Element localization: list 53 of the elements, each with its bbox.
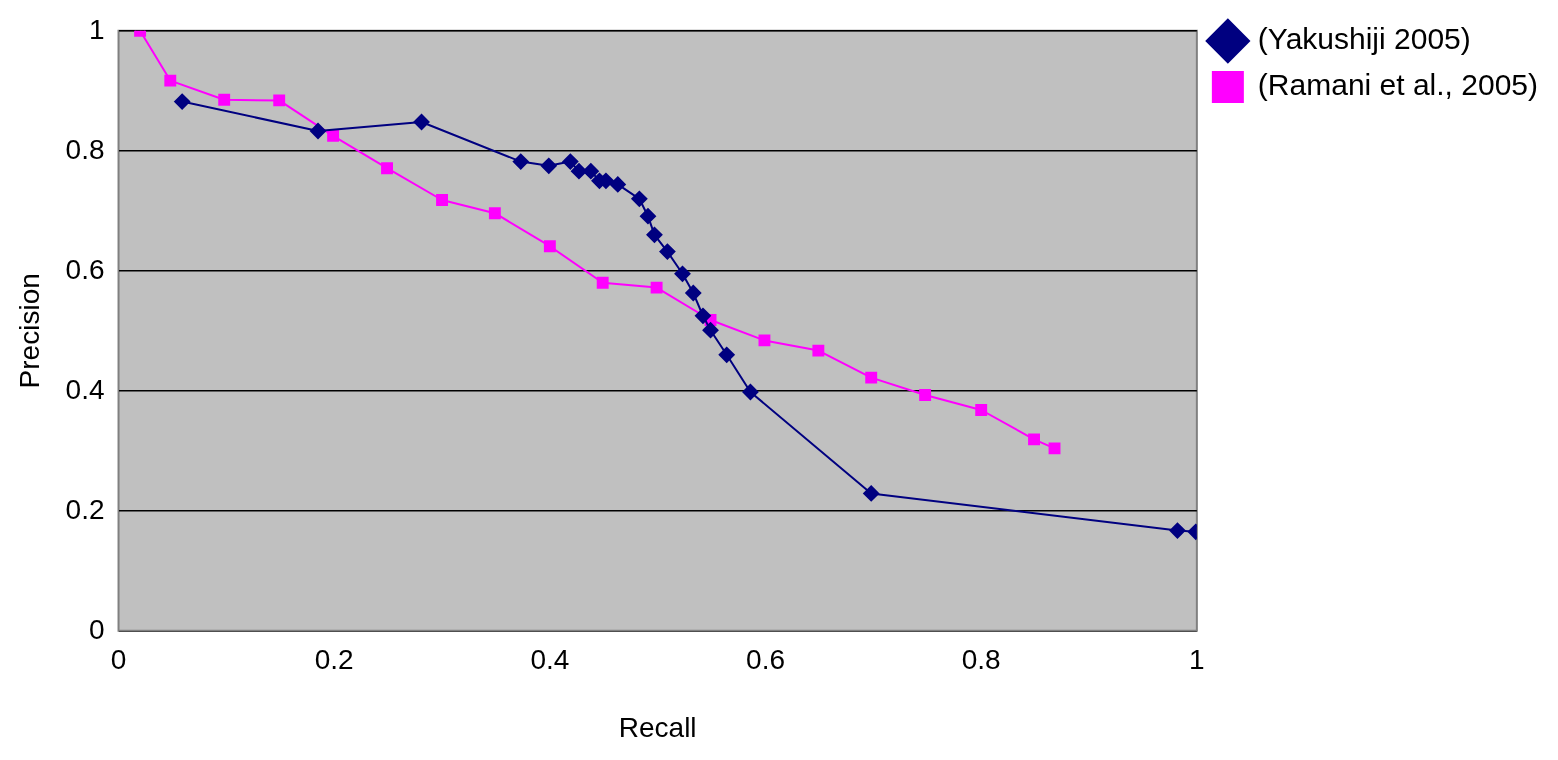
point [174,93,191,110]
legend-label: (Yakushiji 2005) [1257,22,1471,56]
y-tick-label: 0.2 [65,493,105,525]
x-tick-label: 0.8 [961,644,1001,676]
point [543,240,556,253]
point [674,265,691,282]
point [718,346,735,363]
y-axis-title: Precision [13,273,45,389]
y-tick-label: 0.8 [65,133,105,165]
point [1169,522,1186,539]
y-tick-label: 1 [88,13,105,45]
point [1048,442,1061,455]
point [327,129,340,142]
point [742,384,759,400]
point [512,153,529,170]
point [758,334,771,347]
y-tick-label: 0.6 [65,253,105,285]
y-tick-label: 0.4 [65,373,105,405]
x-tick-label: 0.6 [746,644,785,676]
point [164,74,177,87]
point [919,389,932,401]
point [436,194,448,206]
point [413,114,430,130]
point [596,276,609,289]
x-tick-label: 0.2 [314,644,354,676]
point [863,485,880,502]
point [650,281,663,294]
point [659,243,676,260]
point [865,371,878,384]
x-tick-label: 1 [1189,644,1205,676]
point [1028,433,1040,446]
point [646,226,663,243]
point [273,94,286,107]
x-axis-title: Recall [618,711,697,743]
x-tick-label: 0 [110,644,127,676]
y-tick-label: 0 [88,613,105,645]
point [381,162,393,175]
point [685,285,702,301]
point [694,307,711,324]
point [310,123,327,139]
point [702,322,719,339]
point [812,344,825,357]
x-tick-label: 0.4 [530,644,570,676]
point [609,176,626,193]
point [488,207,501,220]
point [631,190,648,207]
point [218,93,231,106]
legend-label: (Ramani et al., 2005) [1257,68,1538,102]
point [570,163,587,180]
point [639,208,656,225]
point [562,153,579,170]
point [540,157,557,174]
point [975,404,988,416]
